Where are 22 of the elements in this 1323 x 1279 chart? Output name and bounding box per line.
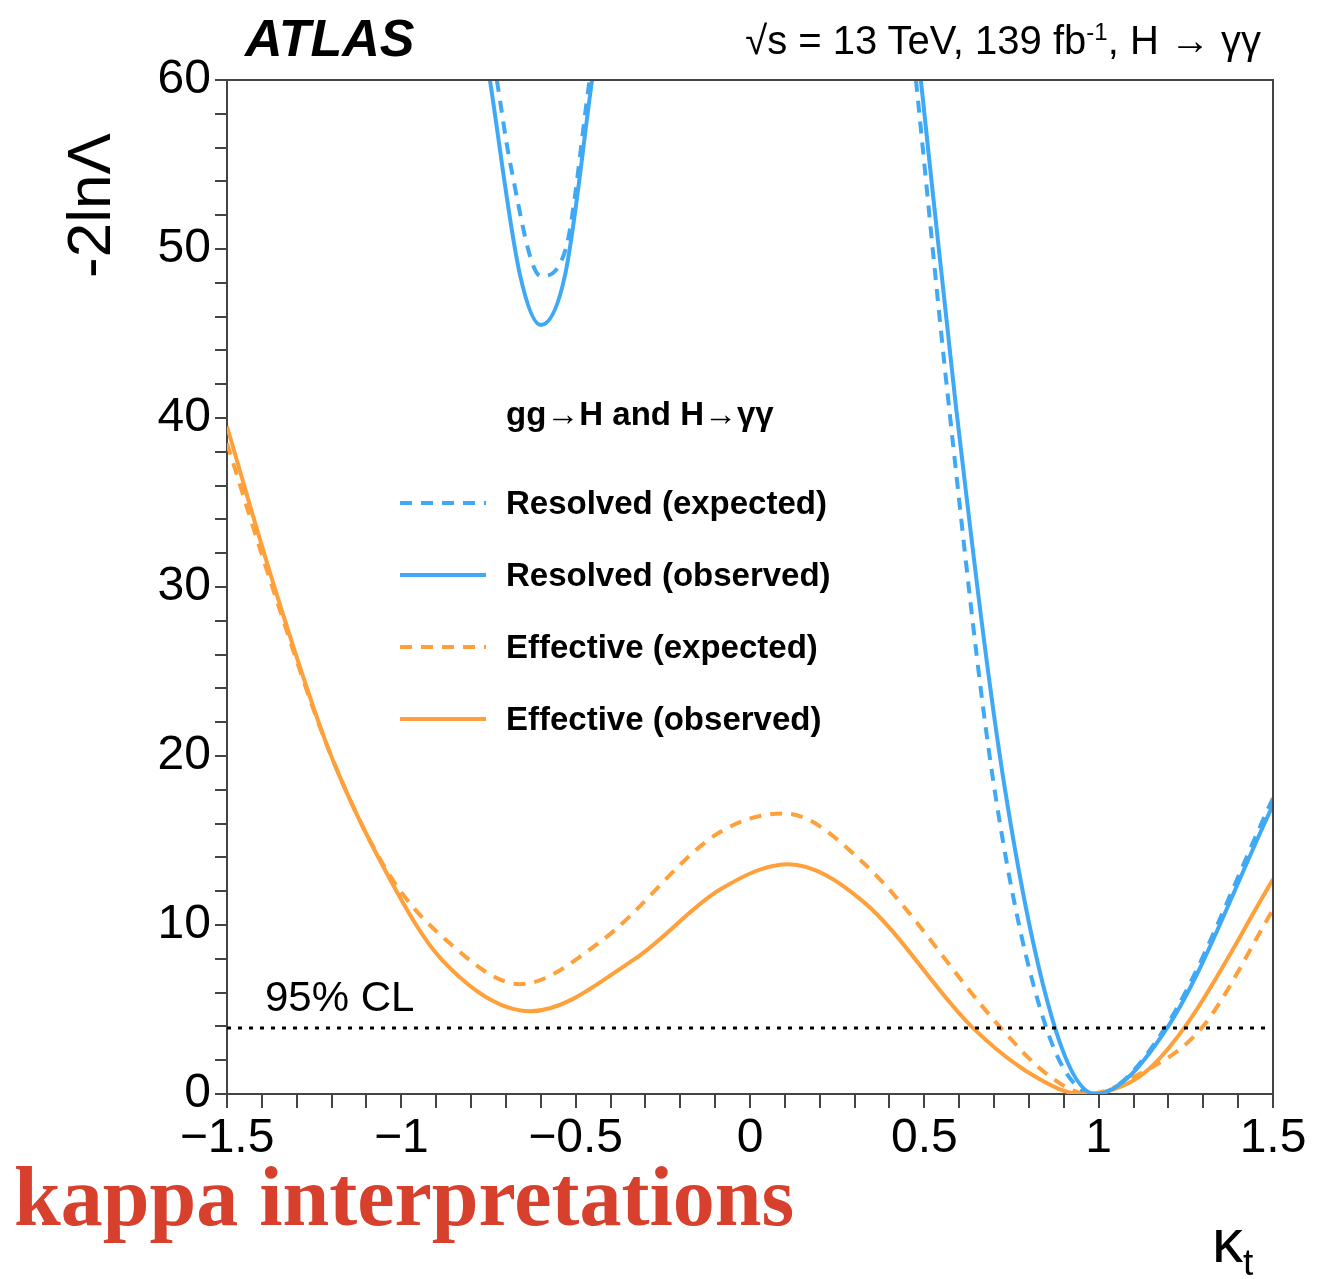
y-axis-title: -2lnΛ: [52, 132, 124, 280]
x-tick-label: 1.5: [1239, 1109, 1307, 1163]
x-tick-label: 1: [1085, 1109, 1113, 1163]
chart-title: ATLAS: [245, 8, 415, 68]
y-tick-label: 20: [157, 726, 211, 780]
legend-label: Resolved (observed): [506, 556, 831, 594]
x-tick-label: −0.5: [528, 1109, 624, 1163]
y-tick-label: 30: [157, 557, 211, 611]
legend-label: Resolved (expected): [506, 484, 827, 522]
ref-line-label: 95% CL: [265, 972, 415, 1020]
x-tick-label: 0.5: [890, 1109, 958, 1163]
y-tick-label: 60: [157, 50, 211, 104]
legend-label: Effective (observed): [506, 700, 822, 738]
y-tick-label: 50: [157, 219, 211, 273]
y-tick-label: 40: [157, 388, 211, 442]
x-tick-label: −1: [373, 1109, 429, 1163]
x-tick-label: 0: [736, 1109, 764, 1163]
x-axis-title: κ$_{t}$: [1212, 1205, 1254, 1279]
legend-label: Effective (expected): [506, 628, 818, 666]
chart-subtitle: √s = 13 TeV, 139 fb$^{-1}$, H → γγ: [745, 18, 1261, 64]
y-tick-label: 10: [157, 895, 211, 949]
legend-title: gg→H and H→γγ: [506, 395, 775, 433]
